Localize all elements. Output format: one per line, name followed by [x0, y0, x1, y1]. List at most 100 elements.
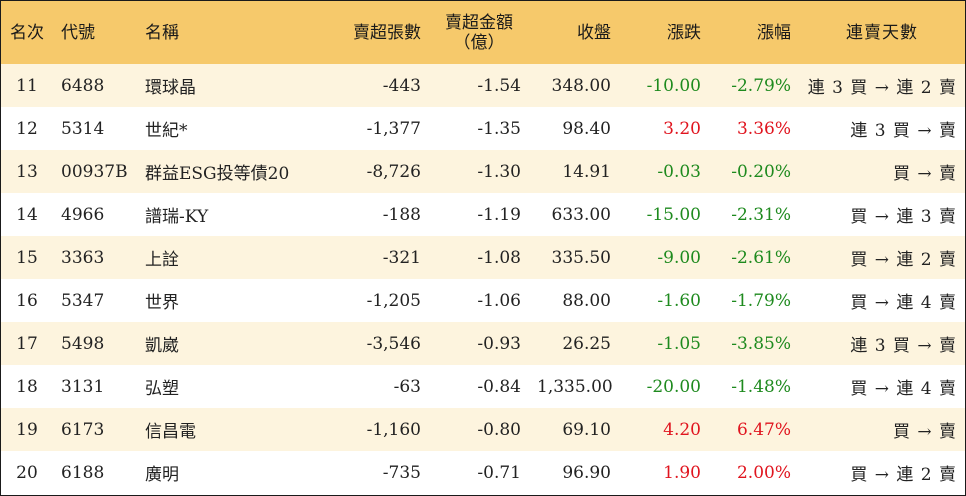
cell-consecutive-days: 買 → 連 2 賣 [850, 465, 957, 485]
table-row: 14 4966 譜瑞-KY -188 -1.19 633.00 -15.00 -2.31% 買 … [1, 193, 965, 236]
cell-close: 348.00 [551, 75, 611, 96]
cell-sell-volume: -1,377 [366, 118, 421, 139]
cell-sell-volume: -1,205 [366, 290, 421, 311]
table-row: 16 5347 世界 -1,205 -1.06 88.00 -1.60 -1.79% 買 → 連… [1, 279, 965, 322]
cell-sell-amount: -0.84 [477, 376, 521, 397]
cell-consecutive-days: 買 → 賣 [892, 422, 957, 442]
cell-consecutive-days: 連 3 買 → 連 2 賣 [807, 78, 957, 98]
cell-consecutive-days: 買 → 賣 [892, 164, 957, 184]
cell-code: 3363 [61, 247, 105, 268]
cell-code: 00937B [61, 161, 128, 182]
cell-rank: 14 [16, 204, 38, 225]
header-close: 收盤 [577, 22, 611, 43]
cell-sell-volume: -321 [382, 247, 421, 268]
cell-name: 信昌電 [145, 422, 196, 442]
cell-name: 譜瑞-KY [145, 207, 209, 227]
cell-sell-volume: -3,546 [366, 333, 421, 354]
cell-rank: 20 [16, 462, 38, 483]
cell-consecutive-days: 買 → 連 4 賣 [850, 293, 957, 313]
table-row: 13 00937B 群益ESG投等債20 -8,726 -1.30 14.91 -0.03 -… [1, 150, 965, 193]
header-sell-amount-unit: （億） [453, 32, 505, 53]
cell-name: 廣明 [145, 465, 179, 485]
cell-change: 4.20 [663, 419, 701, 440]
table-row: 20 6188 廣明 -735 -0.71 96.90 1.90 2.00% 買 → 連 2 賣 [1, 451, 965, 494]
cell-change: -1.60 [657, 290, 701, 311]
cell-change: 1.90 [663, 462, 701, 483]
table-row: 17 5498 凱崴 -3,546 -0.93 26.25 -1.05 -3.85% 連 3 買… [1, 322, 965, 365]
cell-consecutive-days: 連 3 買 → 賣 [850, 336, 957, 356]
cell-change-pct: -2.79% [731, 75, 791, 96]
cell-sell-amount: -1.19 [477, 204, 521, 225]
cell-change-pct: -3.85% [731, 333, 791, 354]
cell-close: 1,335.00 [537, 376, 613, 397]
cell-consecutive-days: 買 → 連 2 賣 [850, 250, 957, 270]
cell-name: 世紀* [145, 121, 188, 141]
cell-close: 88.00 [562, 290, 611, 311]
cell-sell-volume: -63 [393, 376, 421, 397]
table-body: 11 6488 環球晶 -443 -1.54 348.00 -10.00 -2.79% 連 3 … [1, 64, 965, 494]
header-name: 名稱 [145, 22, 179, 43]
cell-change: 3.20 [663, 118, 701, 139]
header-rank: 名次 [10, 22, 44, 43]
cell-change: -10.00 [646, 75, 701, 96]
cell-change-pct: -2.31% [731, 204, 791, 225]
table-row: 12 5314 世紀* -1,377 -1.35 98.40 3.20 3.36% 連 3 買 … [1, 107, 965, 150]
cell-sell-volume: -8,726 [366, 161, 421, 182]
header-sell-volume: 賣超張數 [353, 22, 421, 43]
cell-name: 群益ESG投等債20 [145, 164, 290, 184]
header-change: 漲跌 [667, 22, 701, 43]
cell-name: 上詮 [145, 250, 179, 270]
header-change-pct: 漲幅 [757, 22, 791, 43]
cell-rank: 11 [16, 75, 38, 96]
cell-code: 5498 [61, 333, 105, 354]
cell-code: 4966 [61, 204, 105, 225]
cell-close: 14.91 [562, 161, 611, 182]
cell-rank: 17 [16, 333, 38, 354]
cell-sell-amount: -1.30 [477, 161, 521, 182]
cell-change-pct: -2.61% [731, 247, 791, 268]
cell-change-pct: 2.00% [736, 462, 791, 483]
cell-change-pct: 6.47% [736, 419, 791, 440]
cell-rank: 19 [16, 419, 38, 440]
cell-name: 弘塑 [145, 379, 179, 399]
table-row: 11 6488 環球晶 -443 -1.54 348.00 -10.00 -2.79% 連 3 … [1, 64, 965, 107]
cell-close: 96.90 [562, 462, 611, 483]
cell-change: -9.00 [657, 247, 701, 268]
cell-code: 5314 [61, 118, 105, 139]
table-row: 18 3131 弘塑 -63 -0.84 1,335.00 -20.00 -1.48% 買 → … [1, 365, 965, 408]
cell-sell-volume: -735 [382, 462, 421, 483]
cell-rank: 13 [16, 161, 38, 182]
cell-rank: 15 [16, 247, 38, 268]
cell-close: 69.10 [562, 419, 611, 440]
cell-name: 環球晶 [145, 78, 196, 98]
header-row: 名次 代號 名稱 賣超張數 賣超金額 （億） 收盤 漲跌 漲幅 連賣天數 [1, 1, 965, 64]
cell-rank: 16 [16, 290, 38, 311]
cell-sell-amount: -1.08 [477, 247, 521, 268]
cell-sell-amount: -0.80 [477, 419, 521, 440]
cell-change: -20.00 [646, 376, 701, 397]
cell-consecutive-days: 連 3 買 → 賣 [850, 121, 957, 141]
cell-code: 6173 [61, 419, 105, 440]
table-header: 名次 代號 名稱 賣超張數 賣超金額 （億） 收盤 漲跌 漲幅 連賣天數 [1, 1, 965, 64]
cell-sell-volume: -188 [382, 204, 421, 225]
cell-code: 3131 [61, 376, 105, 397]
cell-consecutive-days: 買 → 連 3 賣 [850, 207, 957, 227]
cell-change-pct: -0.20% [731, 161, 791, 182]
cell-name: 世界 [145, 293, 179, 313]
cell-rank: 12 [16, 118, 38, 139]
cell-code: 6488 [61, 75, 105, 96]
header-consecutive-days: 連賣天數 [846, 22, 918, 43]
cell-change: -15.00 [646, 204, 701, 225]
cell-close: 26.25 [562, 333, 611, 354]
cell-close: 98.40 [562, 118, 611, 139]
cell-sell-amount: -1.35 [477, 118, 521, 139]
table-row: 19 6173 信昌電 -1,160 -0.80 69.10 4.20 6.47% 買 → 賣 [1, 408, 965, 451]
header-sell-amount: 賣超金額 （億） [429, 1, 529, 64]
cell-change-pct: -1.79% [731, 290, 791, 311]
header-sell-amount-label: 賣超金額 [445, 12, 513, 33]
cell-change-pct: 3.36% [736, 118, 791, 139]
cell-change: -1.05 [657, 333, 701, 354]
cell-sell-amount: -1.54 [477, 75, 521, 96]
